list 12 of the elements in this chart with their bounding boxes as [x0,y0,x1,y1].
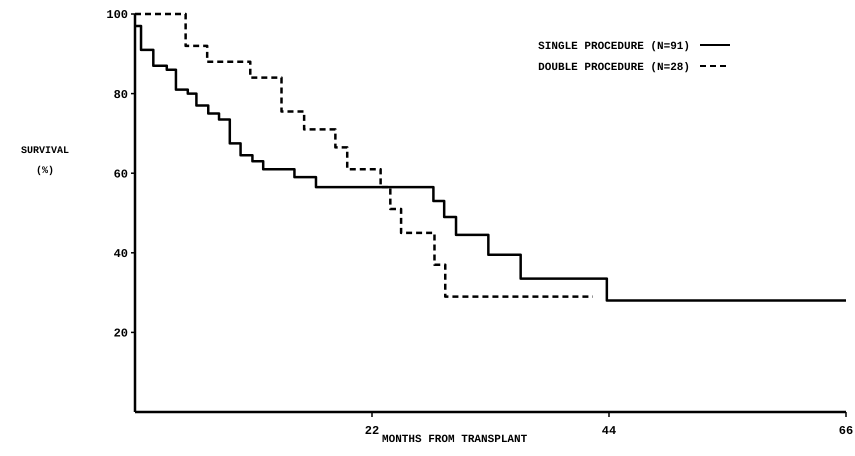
x-axis-title: MONTHS FROM TRANSPLANT [382,434,528,446]
y-tick-label: 80 [114,88,128,102]
y-axis-title: SURVIVAL (%) [20,146,70,177]
x-tick-label: 66 [838,424,854,438]
y-tick-label: 40 [114,247,128,261]
y-tick-label: 20 [114,326,128,341]
x-tick-label: 22 [364,424,380,438]
legend-label: DOUBLE PROCEDURE (N=28) [538,62,690,74]
legend-label: SINGLE PROCEDURE (N=91) [538,40,690,53]
x-tick-label: 44 [602,424,616,438]
y-tick-label: 60 [114,167,128,182]
y-tick-label: 100 [106,8,128,22]
